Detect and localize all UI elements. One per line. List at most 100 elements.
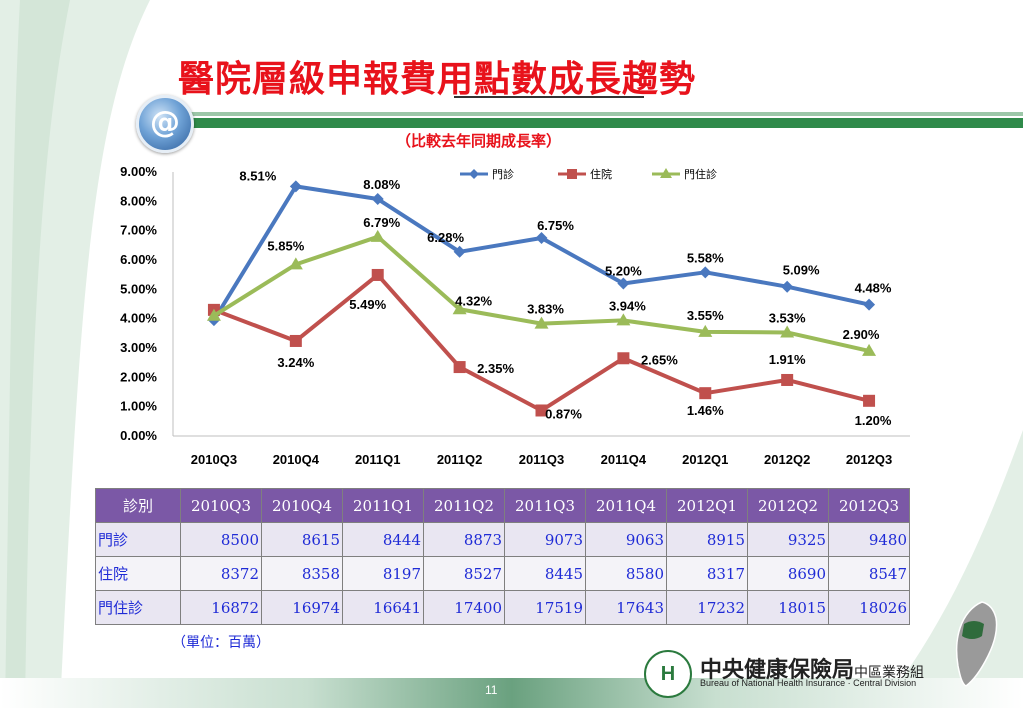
table-cell: 8445 <box>504 556 586 591</box>
data-point <box>616 313 631 326</box>
data-point <box>289 334 302 347</box>
table-row-label: 門診 <box>95 522 181 557</box>
data-label: 4.48% <box>855 281 892 296</box>
table-cell: 17232 <box>666 590 748 625</box>
data-point <box>699 266 712 279</box>
legend-label: 住院 <box>590 167 612 181</box>
table-cell: 16974 <box>261 590 343 625</box>
data-point <box>288 257 303 270</box>
org-division: 中區業務組 <box>854 665 925 681</box>
table-cell: 8873 <box>423 522 505 557</box>
data-label: 2.65% <box>641 352 678 367</box>
x-tick-label: 2011Q4 <box>601 452 647 467</box>
table-column-header: 2012Q2 <box>747 488 829 523</box>
org-name: 中央健康保險局 <box>700 658 855 683</box>
y-tick-label: 6.00% <box>120 252 157 267</box>
data-point <box>453 245 466 258</box>
table-cell: 17400 <box>423 590 505 625</box>
data-point <box>371 268 384 281</box>
data-point <box>781 280 794 293</box>
data-table: 診別 2010Q3 2010Q4 2011Q1 2011Q2 2011Q3 20… <box>95 488 910 625</box>
unit-note: （單位：百萬） <box>172 635 270 651</box>
data-point <box>534 316 549 329</box>
org-english-name: Bureau of National Health Insurance · Ce… <box>700 678 917 688</box>
legend-label: 門住診 <box>684 167 717 181</box>
table-column-header: 2011Q3 <box>504 488 586 523</box>
table-row: 門診 8500 8615 8444 8873 9073 9063 8915 93… <box>95 522 910 557</box>
data-label: 8.08% <box>363 177 400 192</box>
data-point <box>863 394 876 407</box>
taiwan-map-icon <box>955 601 998 687</box>
y-tick-label: 1.00% <box>120 399 157 414</box>
data-label: 3.55% <box>687 308 724 323</box>
data-label: 1.46% <box>687 403 724 418</box>
page-title: 醫院層級申報費用點數成長趨勢 <box>178 58 697 100</box>
table-column-header: 2010Q3 <box>180 488 262 523</box>
data-point <box>289 180 302 193</box>
y-tick-label: 0.00% <box>120 428 157 443</box>
data-point <box>780 325 795 338</box>
data-label: 0.87% <box>545 406 582 421</box>
x-tick-label: 2012Q3 <box>846 452 892 467</box>
x-tick-label: 2011Q1 <box>355 452 401 467</box>
table-cell: 8317 <box>666 556 748 591</box>
table-column-header: 2010Q4 <box>261 488 343 523</box>
data-point <box>863 298 876 311</box>
x-tick-label: 2011Q2 <box>437 452 483 467</box>
table-column-header: 2012Q3 <box>828 488 910 523</box>
table-corner-header: 診別 <box>95 488 181 523</box>
y-tick-label: 9.00% <box>120 164 157 179</box>
at-sign-icon: @ <box>136 95 194 153</box>
data-point <box>781 373 794 386</box>
legend-marker <box>469 169 479 179</box>
page-number: 11 <box>485 683 498 697</box>
table-cell: 18015 <box>747 590 829 625</box>
table-cell: 9063 <box>585 522 667 557</box>
data-label: 6.28% <box>427 230 464 245</box>
table-cell: 8615 <box>261 522 343 557</box>
y-tick-label: 2.00% <box>120 369 157 384</box>
title-underline <box>454 96 644 98</box>
data-label: 8.51% <box>239 168 276 183</box>
legend-label: 門診 <box>492 167 514 181</box>
series-line-3 <box>212 234 870 353</box>
organization-name: 中央健康保險局中區業務組 <box>700 652 924 684</box>
data-label: 1.20% <box>855 413 892 428</box>
y-tick-label: 7.00% <box>120 223 157 238</box>
table-row-label: 門住診 <box>95 590 181 625</box>
data-label: 5.58% <box>687 250 724 265</box>
data-point <box>617 277 630 290</box>
table-cell: 8197 <box>342 556 424 591</box>
table-header-row: 診別 2010Q3 2010Q4 2011Q1 2011Q2 2011Q3 20… <box>95 488 910 523</box>
table-cell: 17519 <box>504 590 586 625</box>
table-row: 住院 8372 8358 8197 8527 8445 8580 8317 86… <box>95 556 910 591</box>
table-cell: 8500 <box>180 522 262 557</box>
data-label: 4.32% <box>455 293 492 308</box>
data-label: 5.49% <box>349 297 386 312</box>
data-label: 2.90% <box>843 327 880 342</box>
table-cell: 17643 <box>585 590 667 625</box>
table-column-header: 2011Q1 <box>342 488 424 523</box>
data-label: 3.94% <box>609 298 646 313</box>
table-cell: 8444 <box>342 522 424 557</box>
y-tick-label: 4.00% <box>120 311 157 326</box>
data-label: 5.20% <box>605 263 642 278</box>
series-line-2 <box>213 272 870 413</box>
table-cell: 8690 <box>747 556 829 591</box>
data-point <box>453 361 466 374</box>
table-cell: 8358 <box>261 556 343 591</box>
data-point <box>617 352 630 365</box>
table-cell: 8915 <box>666 522 748 557</box>
x-tick-label: 2012Q1 <box>682 452 728 467</box>
data-point <box>206 308 221 321</box>
data-label: 3.24% <box>277 355 314 370</box>
table-row-label: 住院 <box>95 556 181 591</box>
table-cell: 8372 <box>180 556 262 591</box>
data-point <box>371 192 384 205</box>
table-column-header: 2012Q1 <box>666 488 748 523</box>
table-cell: 9073 <box>504 522 586 557</box>
data-point <box>698 324 713 337</box>
data-label: 1.91% <box>769 352 806 367</box>
series-line-1 <box>212 184 870 322</box>
x-tick-label: 2011Q3 <box>519 452 565 467</box>
